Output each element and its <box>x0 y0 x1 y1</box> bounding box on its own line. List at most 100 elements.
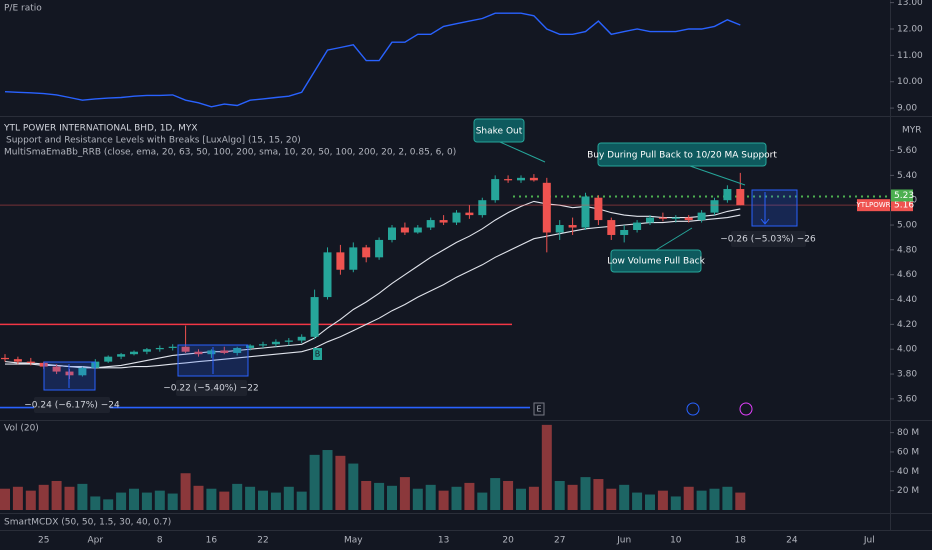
symbol-title[interactable]: YTL POWER INTERNATIONAL BHD, 1D, MYX <box>3 124 198 134</box>
y-tick-label: 5.60 <box>897 146 917 156</box>
y-tick-label: 20 M <box>897 486 919 496</box>
volume-bar <box>219 491 230 510</box>
candle-body <box>594 197 603 221</box>
event-text: E <box>536 405 541 414</box>
volume-bar <box>129 488 139 510</box>
x-tick-label: Jun <box>616 536 631 546</box>
candle-body <box>465 212 474 216</box>
candle-body <box>400 227 409 233</box>
y-tick-label: 3.60 <box>897 394 917 404</box>
volume-bar <box>258 490 268 510</box>
candle-body <box>233 347 242 353</box>
candle-body <box>620 230 629 235</box>
candle-body <box>323 252 332 298</box>
volume-bar <box>722 486 733 510</box>
volume-bar <box>38 484 49 510</box>
candle-body <box>697 212 706 221</box>
candle-body <box>542 182 551 233</box>
volume-bar <box>670 496 681 510</box>
candle-body <box>78 367 87 376</box>
currency-label: MYR <box>902 126 922 136</box>
x-tick-label: 24 <box>786 536 798 546</box>
callout-box[interactable] <box>597 142 767 167</box>
measure-label: −0.24 (−6.17%) −24 <box>24 401 120 411</box>
x-tick-label: 13 <box>438 536 449 546</box>
dividend-icon[interactable] <box>686 402 700 416</box>
volume-bar <box>580 477 591 510</box>
x-tick-label: May <box>344 536 363 546</box>
pane-title[interactable]: SmartMCDX (50, 50, 1.5, 30, 40, 0.7) <box>4 518 171 528</box>
candle-body <box>684 217 693 221</box>
candle-body <box>130 351 138 355</box>
candle-body <box>104 356 113 362</box>
measure-box[interactable] <box>751 189 798 227</box>
callout-text: Buy During Pull Back to 10/20 MA Support <box>587 151 777 161</box>
volume-bar <box>361 480 372 510</box>
candle-body <box>504 179 513 181</box>
candle-body <box>633 222 642 231</box>
symbol-label: YTLPOWR <box>856 201 891 209</box>
candle-body <box>259 344 267 346</box>
y-tick-label: 40 M <box>897 467 919 477</box>
candle-body <box>246 345 255 348</box>
candle-body <box>13 359 22 362</box>
volume-bar <box>154 490 165 510</box>
volume-bar <box>0 488 10 510</box>
candle-body <box>413 227 422 233</box>
event-marker[interactable] <box>533 402 545 416</box>
volume-bar <box>528 486 539 510</box>
measure-label: −0.22 (−5.40%) −22 <box>163 384 258 394</box>
y-tick-label: 5.00 <box>897 221 917 231</box>
indicator-title[interactable]: Support and Resistance Levels with Break… <box>6 136 301 146</box>
volume-bar <box>696 490 707 510</box>
volume-bar <box>554 480 565 510</box>
price-tag-label: 5.16 <box>894 201 914 211</box>
candle-body <box>529 177 538 181</box>
volume-bar <box>270 492 281 510</box>
volume-bar <box>451 486 462 510</box>
y-tick-label: 60 M <box>897 447 919 457</box>
measure-arrow <box>760 192 770 225</box>
volume-bar <box>657 490 668 510</box>
candle-body <box>723 189 732 201</box>
volume-bar <box>374 482 385 510</box>
volume-bar <box>167 493 178 510</box>
volume-bar <box>606 488 617 510</box>
candle-body <box>375 239 384 258</box>
candle-body <box>426 220 435 228</box>
candle-body <box>142 349 151 352</box>
candle-body <box>297 336 306 341</box>
volume-bar <box>283 486 294 510</box>
x-tick-label: 16 <box>206 536 218 546</box>
volume-bar <box>322 450 333 510</box>
volume-bar <box>438 490 449 510</box>
candle-body <box>220 350 229 353</box>
callout-box[interactable] <box>473 118 525 143</box>
y-tick-label: 13.00 <box>897 0 923 8</box>
volume-bar <box>232 483 243 510</box>
y-tick-label: 11.00 <box>897 51 923 61</box>
callout-line <box>689 165 746 186</box>
candle-body <box>491 179 500 201</box>
moving-average <box>5 214 741 369</box>
volume-bar <box>683 486 694 510</box>
split-icon[interactable] <box>739 402 753 416</box>
callout-box[interactable] <box>610 249 702 273</box>
y-tick-label: 5.40 <box>897 171 917 181</box>
candle-body <box>388 227 396 240</box>
indicator-title[interactable]: MultiSmaEmaBb_RRB (close, ema, 20, 63, 5… <box>4 148 456 158</box>
volume-bar <box>245 486 256 510</box>
x-tick-label: 20 <box>502 536 514 546</box>
y-tick-label: 3.80 <box>897 370 917 380</box>
y-tick-label: 10.00 <box>897 77 923 87</box>
x-tick-label: 27 <box>554 536 565 546</box>
callout-line <box>499 141 546 163</box>
candle-body <box>478 200 487 216</box>
pane-title[interactable]: Vol (20) <box>4 424 39 434</box>
candle-body <box>517 177 525 181</box>
candle-body <box>658 217 667 219</box>
signal-marker[interactable] <box>313 348 322 360</box>
volume-bar <box>64 486 75 510</box>
candle-body <box>452 212 461 223</box>
